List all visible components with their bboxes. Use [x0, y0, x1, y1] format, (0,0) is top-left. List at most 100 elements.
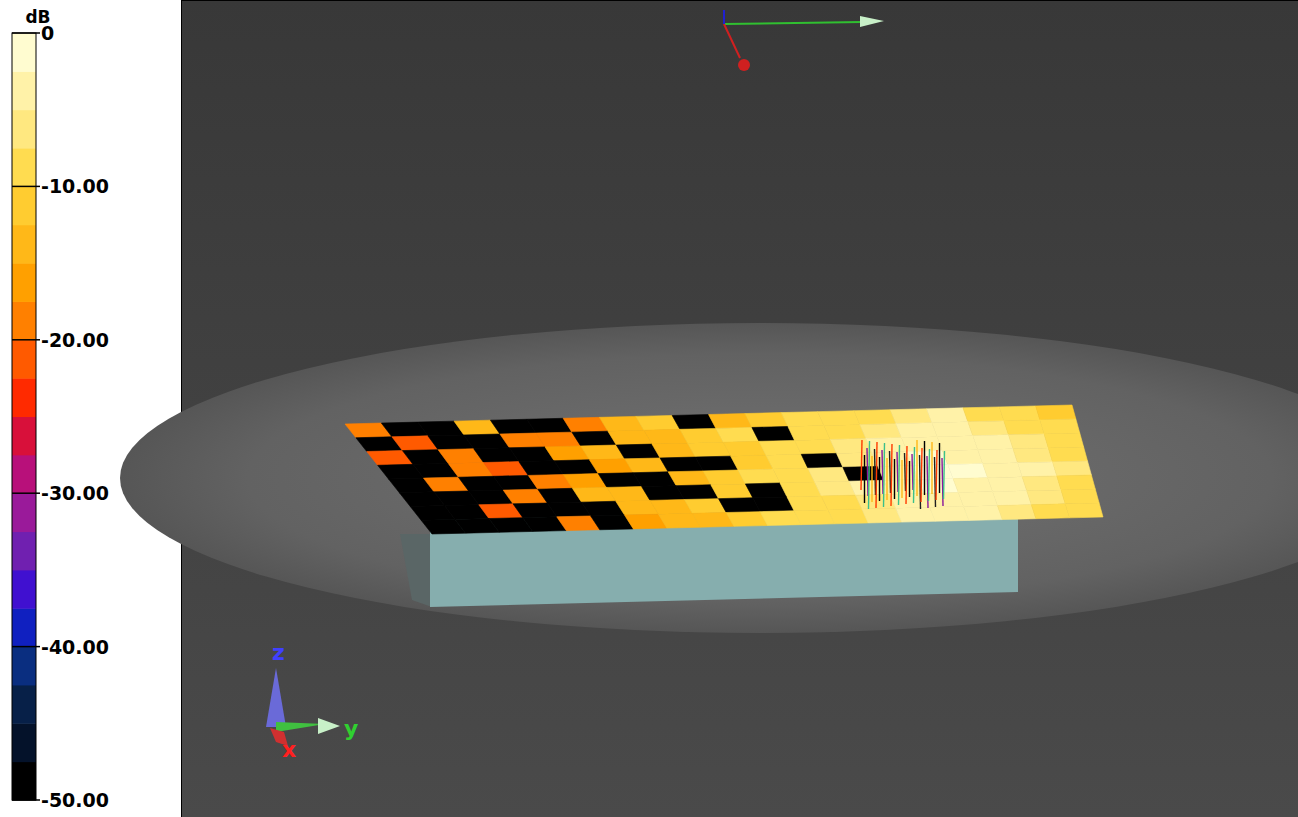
colorbar-band — [12, 33, 36, 72]
colorbar-frame — [12, 33, 36, 800]
artifact-stroke — [867, 448, 868, 496]
heatmap-cell — [788, 426, 830, 441]
heatmap-cell — [1040, 419, 1080, 434]
heatmap-cell — [1008, 434, 1048, 449]
heatmap-cell — [860, 424, 902, 439]
heatmap-cell — [731, 455, 773, 470]
heatmap-cell — [824, 425, 866, 440]
artifact-stroke — [906, 446, 907, 504]
heatmap-cell — [801, 453, 843, 468]
colorbar-tick-label: -10.00 — [41, 175, 109, 197]
colorbar-tick-label: -20.00 — [41, 329, 109, 351]
heatmap-cell — [890, 409, 932, 424]
heatmap-cell — [1061, 489, 1099, 504]
heatmap-cell — [818, 411, 860, 426]
heatmap-cell — [988, 477, 1027, 492]
colorbar-band — [12, 608, 36, 647]
figure: zyxdB0-10.00-20.00-30.00-40.00-50.00 — [0, 0, 1298, 817]
heatmap-cell — [752, 427, 795, 442]
triad-axis — [276, 722, 325, 732]
heatmap-cell — [948, 464, 988, 479]
triad-axis — [724, 24, 740, 58]
colorbar-band — [12, 455, 36, 494]
triad-label: z — [272, 640, 285, 665]
artifact-stroke — [871, 456, 872, 502]
probe-artifact — [861, 440, 945, 509]
colorbar-band — [12, 647, 36, 686]
heatmap-cell — [709, 414, 752, 429]
colorbar-tick — [12, 339, 40, 341]
colorbar-tick-label: 0 — [41, 22, 54, 44]
colorbar-tick-label: -30.00 — [41, 482, 109, 504]
heatmap-cell — [794, 510, 835, 525]
heatmap-cell — [1013, 448, 1053, 463]
heatmap-cell — [862, 508, 902, 523]
heatmap-cell — [930, 506, 969, 521]
colorbar-tick — [12, 186, 40, 188]
heatmap-cell — [973, 435, 1013, 450]
heatmap-cell — [913, 465, 953, 480]
colorbar-band — [12, 71, 36, 110]
artifact-stroke — [944, 451, 945, 499]
colorbar-band — [12, 110, 36, 149]
artifact-stroke — [861, 440, 862, 490]
heatmap-cell — [896, 507, 936, 522]
heatmap-cell — [963, 407, 1004, 422]
artifact-stroke — [876, 442, 877, 508]
heatmap-cell — [997, 505, 1035, 520]
phantom-side — [400, 534, 432, 607]
heatmap-cell — [983, 463, 1023, 478]
view-border — [181, 0, 182, 817]
artifact-stroke — [905, 453, 906, 491]
heatmap-cell — [932, 422, 973, 437]
triad-label: x — [282, 737, 296, 762]
artifact-stroke — [886, 458, 887, 500]
heatmap-cell — [968, 421, 1009, 436]
heatmap-cell — [766, 454, 808, 469]
triad-axis — [723, 10, 725, 24]
colorbar-band — [12, 340, 36, 379]
artifact-stroke — [864, 455, 865, 503]
artifact-stroke — [884, 443, 885, 507]
heatmap-cell — [1065, 503, 1103, 518]
colorbar-tick-label: -40.00 — [41, 636, 109, 658]
colorbar-band — [12, 762, 36, 801]
colorbar-band — [12, 263, 36, 302]
artifact-stroke — [929, 449, 930, 501]
heatmap-cell — [738, 469, 780, 484]
colorbar-band — [12, 378, 36, 417]
heatmap-cell — [1031, 504, 1069, 519]
heatmap-cell — [745, 413, 788, 428]
heatmap-cell — [843, 466, 884, 481]
colorbar-band — [12, 225, 36, 264]
artifact-stroke — [936, 450, 937, 500]
heatmap-cell — [1057, 475, 1095, 490]
colorbar-tick — [12, 799, 40, 801]
artifact-stroke — [899, 445, 900, 505]
heatmap-cell — [781, 412, 824, 427]
colorbar-band — [12, 417, 36, 456]
heatmap-cell — [780, 482, 821, 497]
triad-arrow — [738, 59, 750, 71]
artifact-stroke — [939, 443, 940, 493]
colorbar-band — [12, 532, 36, 571]
heatmap-cell — [942, 450, 982, 465]
artifact-stroke — [897, 452, 898, 492]
artifact-stroke — [890, 451, 891, 493]
phantom-front — [430, 510, 1018, 607]
heatmap-cell — [927, 408, 968, 423]
artifact-stroke — [891, 444, 892, 506]
heatmap-cell — [773, 468, 815, 483]
colorbar: dB0-10.00-20.00-30.00-40.00-50.00 — [12, 7, 109, 811]
artifact-stroke — [921, 448, 922, 502]
heatmap-cell — [821, 495, 862, 510]
colorbar-band — [12, 685, 36, 724]
heatmap-cell — [896, 423, 937, 438]
artifact-stroke — [894, 459, 895, 499]
triad-arrow — [860, 16, 884, 27]
colorbar-band — [12, 570, 36, 609]
heatmap-cell — [787, 496, 828, 511]
heatmap-cell — [815, 481, 856, 496]
colorbar-band — [12, 148, 36, 187]
colorbar-tick — [12, 492, 40, 494]
